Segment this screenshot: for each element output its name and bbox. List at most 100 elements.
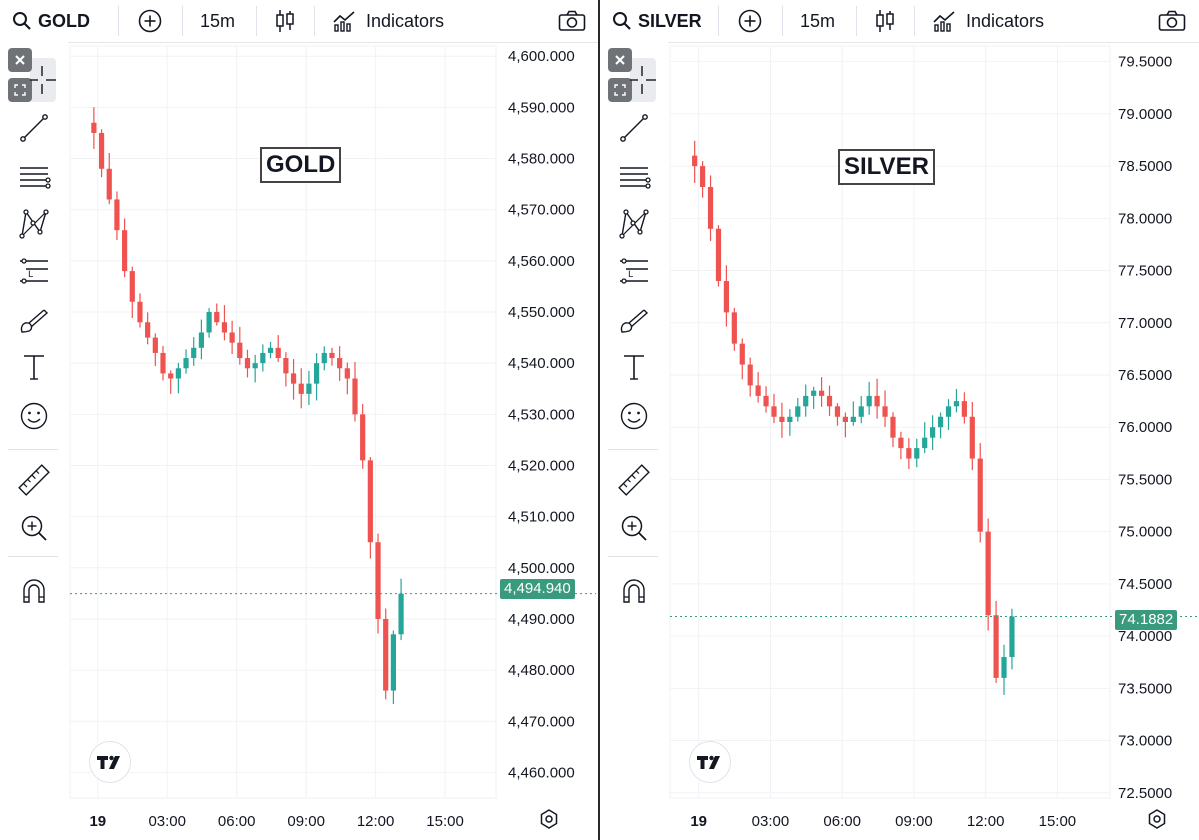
price-axis-label: 78.5000 — [1118, 158, 1172, 175]
candle-body — [321, 352, 327, 364]
crosshair-icon — [630, 66, 656, 94]
snapshot-button[interactable] — [1158, 0, 1186, 42]
close-icon — [15, 55, 25, 65]
price-axis-label: 73.0000 — [1118, 733, 1172, 750]
price-axis-label: 79.0000 — [1118, 106, 1172, 123]
candle-body — [152, 337, 158, 353]
candle-body — [874, 395, 880, 407]
candle-body — [945, 406, 952, 417]
tool-pattern[interactable] — [614, 204, 654, 244]
close-toolbar-button[interactable] — [608, 48, 632, 72]
tool-long-position[interactable]: L — [14, 251, 54, 291]
tool-text[interactable] — [614, 347, 654, 387]
interval-button[interactable]: 15m — [200, 10, 236, 31]
search-icon — [613, 12, 631, 30]
chart-settings-button[interactable] — [538, 808, 560, 830]
candle-body — [993, 615, 999, 678]
tool-emoji[interactable] — [14, 396, 54, 436]
candle-body — [283, 358, 289, 374]
close-toolbar-button[interactable] — [8, 48, 32, 72]
candle-body — [779, 416, 785, 422]
tool-pattern[interactable] — [14, 204, 54, 244]
price-axis-label: 73.5000 — [1118, 680, 1172, 697]
candle-body — [375, 542, 381, 619]
price-axis-label: 4,600.000 — [508, 48, 575, 65]
interval-button[interactable]: 15m — [800, 10, 836, 31]
tool-trend-line[interactable] — [14, 108, 54, 148]
tool-horizontal-lines[interactable] — [14, 157, 54, 197]
long-position-icon: L — [620, 258, 648, 284]
tool-magnet[interactable] — [614, 572, 654, 612]
candle-body — [953, 401, 960, 407]
fullscreen-button[interactable] — [8, 78, 32, 102]
candle-body — [252, 363, 258, 369]
candle-body — [344, 368, 350, 379]
tool-brush[interactable] — [14, 300, 54, 340]
chart-type-button[interactable] — [874, 0, 896, 42]
time-axis-label: 12:00 — [967, 813, 1005, 830]
indicators-button[interactable]: Indicators — [932, 0, 1044, 42]
close-icon — [615, 55, 625, 65]
tool-ruler[interactable] — [14, 460, 54, 500]
symbol-search[interactable]: SILVER — [612, 0, 702, 42]
tradingview-logo[interactable] — [89, 741, 131, 783]
price-axis-label: 4,580.000 — [508, 151, 575, 168]
tool-zoom-in[interactable] — [14, 508, 54, 548]
time-axis-label: 06:00 — [823, 813, 861, 830]
candle-body — [755, 385, 761, 396]
tool-crosshair[interactable] — [22, 60, 62, 100]
tool-zoom-in[interactable] — [614, 508, 654, 548]
tool-ruler[interactable] — [614, 460, 654, 500]
snapshot-button[interactable] — [558, 0, 586, 42]
candle-body — [352, 378, 358, 415]
candle-body — [731, 312, 737, 344]
indicators-icon — [933, 11, 955, 32]
trend-line-icon — [20, 114, 48, 142]
tool-text[interactable] — [14, 347, 54, 387]
fullscreen-button[interactable] — [608, 78, 632, 102]
tradingview-logo[interactable] — [689, 741, 731, 783]
tool-emoji[interactable] — [614, 396, 654, 436]
emoji-icon — [20, 402, 48, 430]
candle-body — [106, 168, 112, 200]
candle-body — [175, 368, 181, 379]
candle-body — [290, 373, 297, 384]
svg-text:L: L — [28, 270, 33, 280]
tool-magnet[interactable] — [14, 572, 54, 612]
price-axis-label: 77.0000 — [1118, 315, 1172, 332]
candle-body — [890, 416, 896, 438]
candle-body — [183, 358, 189, 369]
price-axis-label: 76.0000 — [1118, 419, 1172, 436]
add-symbol-button[interactable] — [738, 0, 762, 42]
toolbar-separator — [608, 556, 658, 557]
candle-body — [715, 228, 722, 281]
current-price-label: 74.1882 — [1115, 610, 1178, 630]
pattern-icon — [619, 209, 649, 239]
tool-trend-line[interactable] — [614, 108, 654, 148]
candle-body — [882, 406, 888, 417]
indicators-icon — [333, 11, 355, 32]
price-axis-label: 4,590.000 — [508, 99, 575, 116]
candle-body — [739, 343, 745, 365]
candle-body — [198, 332, 205, 348]
tool-long-position[interactable]: L — [614, 251, 654, 291]
toolbar-separator — [608, 449, 658, 450]
tool-brush[interactable] — [614, 300, 654, 340]
time-axis-label: 15:00 — [1039, 813, 1077, 830]
candle-body — [313, 363, 320, 384]
price-axis-label: 4,550.000 — [508, 304, 575, 321]
price-axis-label: 75.5000 — [1118, 471, 1172, 488]
candle-body — [969, 416, 975, 459]
symbol-search[interactable]: GOLD — [12, 0, 90, 42]
chart-settings-button[interactable] — [1146, 808, 1168, 830]
tool-crosshair[interactable] — [622, 60, 662, 100]
text-icon — [24, 355, 44, 380]
candle-body — [834, 406, 841, 417]
horizontal-lines-icon — [620, 167, 651, 189]
tool-horizontal-lines[interactable] — [614, 157, 654, 197]
indicators-button[interactable]: Indicators — [332, 0, 444, 42]
candle-body — [795, 406, 801, 417]
chart-type-button[interactable] — [274, 0, 296, 42]
add-symbol-button[interactable] — [138, 0, 162, 42]
candle-body — [771, 406, 777, 417]
